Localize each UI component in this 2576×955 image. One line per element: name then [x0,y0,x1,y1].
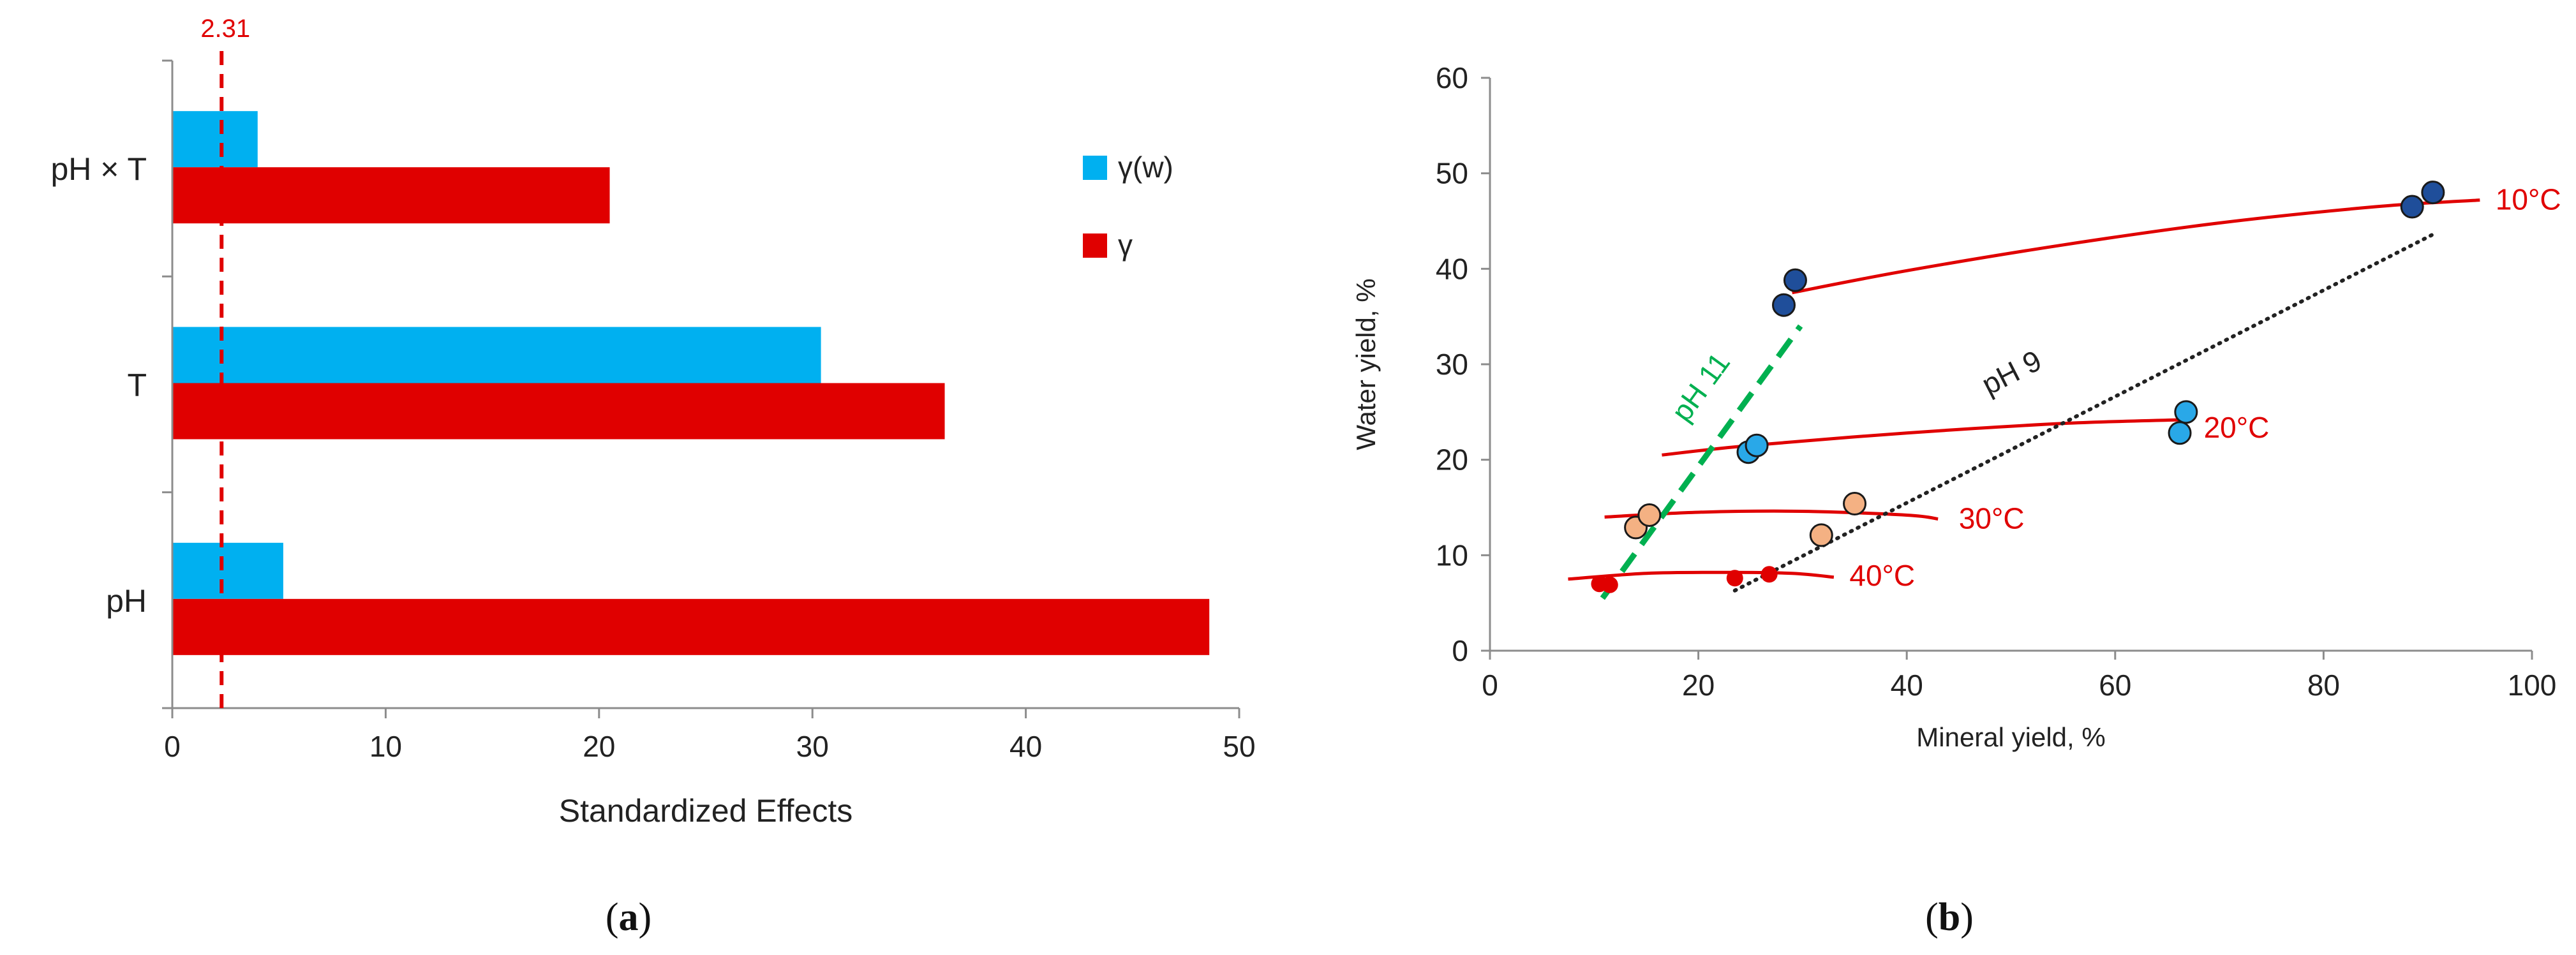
bar-gamma-w-3 [172,542,283,599]
x-tick-label-a: 0 [164,730,181,763]
legend-a: γ(w) γ [1083,151,1173,262]
trend-label-ph11: pH 11 [1665,346,1736,427]
temperature-label-3: 30°C [1959,501,2025,535]
temperature-label-4: 40°C [1849,559,1915,592]
legend-label-gamma: γ [1118,228,1133,262]
category-label-3: pH [106,583,147,619]
data-point-3-2 [1637,503,1662,527]
legend-swatch-gamma [1083,233,1107,258]
bar-gamma-1 [172,167,610,224]
chart-b-water-vs-mineral-yield: 0 20 40 60 80 100 0 10 20 30 40 50 60 10°C 20°C 30°C 40… [1351,61,2561,752]
temperature-label-1: 10°C [2496,183,2561,216]
trend-line-ph9 [1732,232,2435,593]
legend-label-gamma-w: γ(w) [1118,151,1173,184]
x-tick-label-a: 50 [1223,730,1255,763]
data-point-1-2 [1783,268,1807,292]
bar-gamma-w-2 [172,327,821,383]
x-axis-title-a: Standardized Effects [559,793,852,829]
data-point-2-4 [2174,400,2198,424]
temperature-curve-4 [1568,570,1835,581]
chart-a-standardized-effects: 0 10 20 30 40 50 pH × T TpH 2.31 Standardized … [50,15,1255,829]
temperature-curve-2 [1662,418,2189,457]
y-axis-title-b: Water yield, % [1351,278,1381,450]
y-tick-label-b: 30 [1436,348,1468,381]
data-point-3-4 [1843,492,1867,516]
data-point-1-1 [1772,293,1796,317]
trend-line-ph11 [1600,324,1803,600]
x-tick-label-b: 60 [2099,669,2131,702]
x-tick-label-a: 30 [796,730,829,763]
x-axis-title-b: Mineral yield, % [1916,722,2105,752]
x-tick-label-b: 0 [1482,669,1498,702]
y-tick-label-b: 20 [1436,443,1468,477]
x-tick-label-b: 100 [2508,669,2557,702]
x-tick-label-b: 40 [1891,669,1923,702]
data-point-1-3 [2400,195,2424,219]
temperature-curve-1 [1792,198,2480,295]
data-point-4-2 [1601,576,1618,593]
data-point-4-4 [1761,566,1778,583]
temperature-label-2: 20°C [2204,411,2270,444]
trend-label-ph9: pH 9 [1976,343,2046,401]
category-label-2: T [127,367,147,403]
y-tick-label-b: 50 [1436,157,1468,190]
data-point-4-3 [1726,570,1743,587]
x-tick-label-b: 20 [1682,669,1715,702]
x-tick-label-a: 20 [583,730,615,763]
y-tick-label-b: 0 [1452,634,1468,667]
data-point-3-3 [1809,523,1833,547]
legend-swatch-gamma-w [1083,156,1107,180]
x-tick-label-b: 80 [2307,669,2340,702]
threshold-label: 2.31 [200,15,250,43]
x-tick-label-a: 40 [1009,730,1042,763]
data-point-1-4 [2421,181,2445,205]
category-label-1: pH × T [50,151,147,187]
bar-gamma-2 [172,383,945,440]
panel-label-b: (b) [1925,896,1974,939]
y-tick-label-b: 60 [1436,61,1468,94]
bar-gamma-w-1 [172,111,258,168]
data-point-2-2 [1745,433,1769,457]
x-tick-label-a: 10 [369,730,402,763]
panel-label-a: (a) [606,896,651,939]
data-point-2-3 [2168,421,2192,445]
y-tick-label-b: 40 [1436,252,1468,285]
bar-gamma-3 [172,598,1210,655]
y-tick-label-b: 10 [1436,538,1468,572]
